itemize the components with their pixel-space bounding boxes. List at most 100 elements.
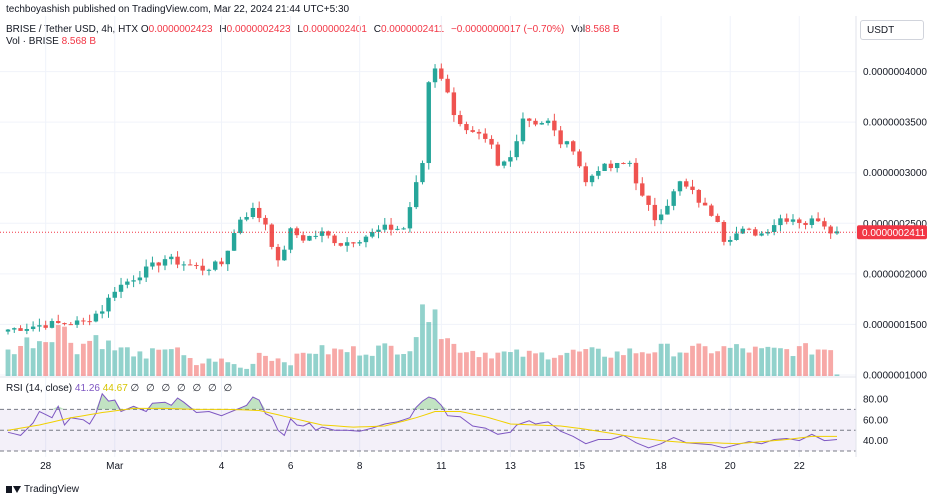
candle-body — [131, 280, 136, 282]
volume-bar — [332, 348, 337, 376]
volume-bar — [200, 363, 206, 376]
volume-bar — [313, 353, 319, 376]
candle — [759, 231, 764, 237]
candle-body — [514, 141, 519, 158]
volume-bar — [784, 349, 790, 376]
candle-body — [332, 235, 337, 244]
volume-bar — [37, 341, 42, 376]
volume-bar — [212, 361, 218, 376]
volume-bar — [420, 304, 425, 376]
candle — [596, 166, 601, 180]
candle-body — [684, 181, 689, 187]
candle-body — [93, 313, 99, 322]
symbol-legend: BRISE / Tether USD, 4h, HTX O0.000000242… — [6, 24, 624, 35]
candle-body — [728, 239, 733, 242]
candle-body — [803, 222, 808, 225]
volume-bar — [451, 343, 457, 376]
volume-bar — [281, 362, 287, 376]
volume-bar — [357, 355, 363, 376]
candle-body — [275, 246, 281, 261]
volume-bar — [30, 348, 36, 376]
candle — [388, 217, 394, 236]
candle-body — [68, 324, 73, 326]
candle — [200, 258, 205, 276]
volume-bar — [577, 351, 582, 376]
candle — [627, 160, 632, 167]
volume-bar — [482, 352, 488, 376]
candle-body — [81, 320, 86, 322]
candle — [545, 118, 551, 126]
candle-body — [269, 224, 274, 247]
volume-bar — [376, 345, 381, 376]
candle-body — [175, 256, 180, 265]
volume-bar — [407, 351, 413, 376]
volume-bar — [194, 365, 199, 376]
volume-bar — [338, 349, 344, 376]
candle-body — [520, 118, 526, 142]
candle — [225, 250, 230, 271]
candle — [696, 188, 701, 208]
candle-body — [118, 284, 124, 292]
volume-bar — [489, 358, 494, 376]
volume-bar — [438, 339, 444, 376]
publish-info: techboyashish published on TradingView.c… — [6, 4, 350, 15]
currency-button[interactable]: USDT — [860, 20, 924, 40]
candle-body — [62, 323, 67, 325]
candle-body — [37, 325, 42, 327]
candle — [483, 128, 488, 143]
time-tick: 15 — [574, 461, 586, 472]
vol-label: Vol — [571, 24, 586, 35]
candle — [709, 203, 714, 217]
candle-body — [12, 328, 17, 330]
low-label: L — [297, 24, 303, 35]
candle — [257, 201, 262, 223]
volume-bar — [834, 374, 840, 376]
candle-body — [376, 229, 381, 232]
candle — [646, 195, 651, 211]
last-price-label: 0.0000002411 — [862, 228, 926, 239]
candle — [771, 219, 777, 236]
candle-body — [363, 236, 369, 243]
volume-bar — [514, 349, 520, 376]
candle — [514, 134, 519, 161]
candle — [740, 226, 745, 235]
candle-body — [457, 115, 463, 125]
volume-bar — [401, 354, 407, 376]
candle — [351, 242, 356, 248]
candle — [784, 213, 789, 225]
candle — [803, 221, 808, 230]
time-axis: 28 Mar 4 6 8 11 13 15 18 20 22 — [40, 461, 805, 472]
volume-bar — [68, 342, 74, 376]
candle — [275, 243, 281, 267]
candle — [571, 140, 576, 155]
candle — [326, 230, 331, 239]
volume-bar — [595, 348, 601, 376]
candle-body — [250, 207, 256, 218]
candle — [614, 162, 620, 173]
volume-bar — [325, 354, 331, 376]
candle-body — [483, 133, 488, 139]
candle — [131, 275, 136, 288]
candle-body — [627, 162, 632, 164]
volume-bar — [639, 352, 645, 376]
candle — [206, 268, 212, 276]
volume-bar — [432, 309, 438, 376]
candle-body — [344, 242, 350, 246]
candle — [344, 237, 350, 252]
candle — [633, 158, 639, 191]
candle-body — [414, 182, 419, 208]
candle — [187, 259, 193, 266]
volume-bar — [683, 352, 689, 376]
candle — [56, 314, 61, 324]
candle-body — [646, 195, 651, 205]
candle-body — [702, 202, 708, 206]
candle — [81, 317, 86, 325]
volume-series-name: Vol · BRISE — [6, 36, 59, 47]
volume-bar — [62, 326, 67, 376]
candle — [621, 162, 626, 165]
candle — [489, 135, 494, 149]
volume-bar — [426, 322, 432, 376]
candle — [18, 325, 23, 331]
candle-body — [194, 265, 199, 267]
